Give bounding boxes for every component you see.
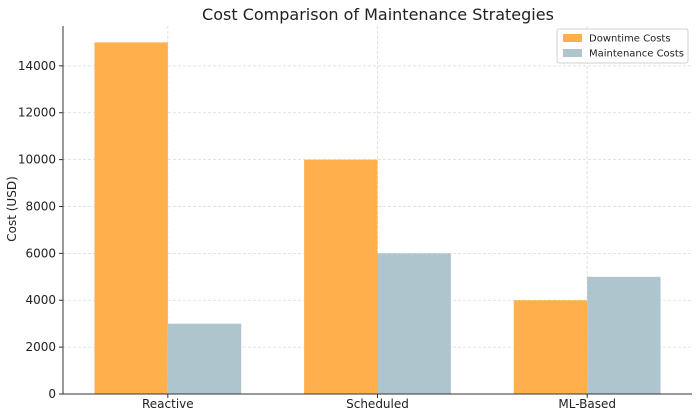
ticks-layer: 0 2000 4000 6000 8000 10000 12000 14000 Reactive…	[18, 59, 616, 411]
legend-label-downtime: Downtime Costs	[589, 34, 671, 45]
bar-maintenance-ml-based	[587, 276, 661, 394]
legend-label-maintenance: Maintenance Costs	[589, 49, 684, 60]
x-tick-label: ML-Based	[558, 397, 616, 411]
legend-swatch-downtime	[563, 34, 582, 42]
y-tick-label: 6000	[25, 246, 56, 260]
legend: Downtime Costs Maintenance Costs	[556, 28, 689, 64]
legend-frame	[556, 28, 689, 64]
y-tick-label: 14000	[18, 59, 56, 73]
y-tick-label: 0	[48, 387, 56, 401]
bars-layer	[94, 42, 661, 394]
y-tick-label: 4000	[25, 293, 56, 307]
chart-title: Cost Comparison of Maintenance Strategie…	[202, 5, 554, 24]
bar-maintenance-scheduled	[377, 253, 451, 394]
y-tick-label: 10000	[18, 153, 56, 167]
y-axis-label: Cost (USD)	[5, 176, 19, 242]
x-tick-label: Reactive	[142, 397, 194, 411]
bar-maintenance-reactive	[167, 323, 242, 394]
y-tick-label: 2000	[25, 340, 56, 354]
bar-downtime-reactive	[94, 42, 168, 394]
legend-swatch-maintenance	[563, 49, 582, 57]
y-tick-label: 12000	[18, 106, 56, 120]
bar-downtime-scheduled	[304, 159, 378, 394]
x-tick-label: Scheduled	[346, 397, 409, 411]
y-tick-label: 8000	[25, 199, 56, 213]
bar-downtime-ml-based	[513, 300, 588, 394]
